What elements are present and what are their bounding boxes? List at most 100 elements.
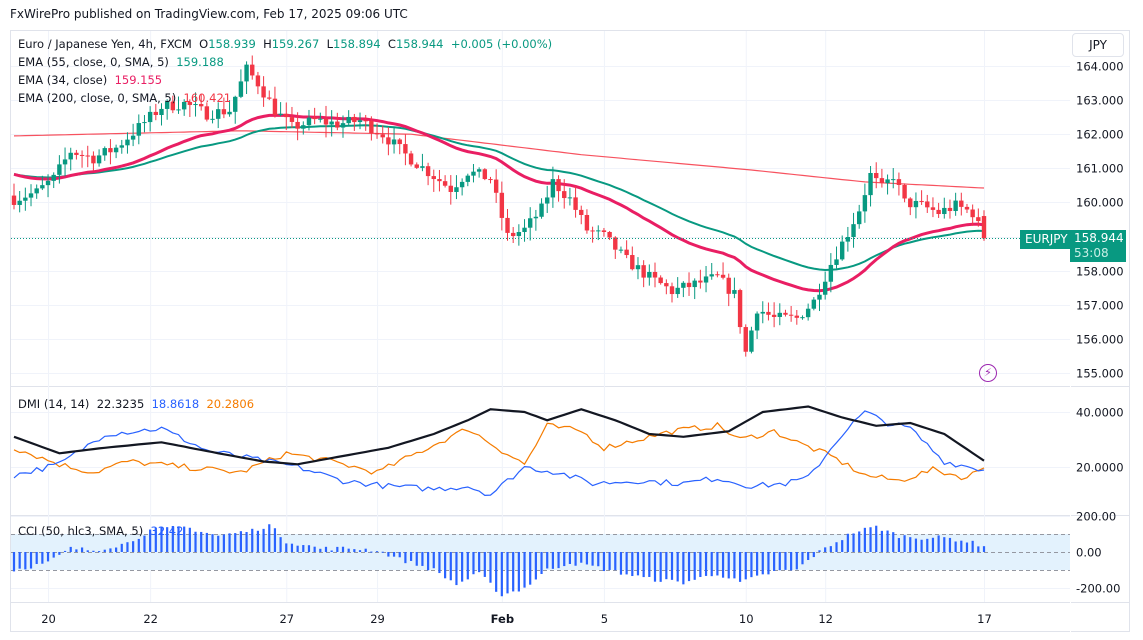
cci-bar (296, 545, 299, 552)
cci-bar (183, 526, 186, 552)
cci-bar (307, 545, 311, 552)
cci-bar (415, 552, 418, 566)
candle-body (596, 230, 601, 232)
candle-body (539, 203, 544, 217)
candle-body (113, 147, 119, 153)
cci-bar (858, 531, 861, 552)
cci-bar (330, 550, 333, 552)
cci-bar (914, 538, 918, 552)
ema200-legend[interactable]: EMA (200, close, 0, SMA, 5) 160.421 (18, 89, 231, 107)
candle-body (380, 134, 385, 138)
candle-body (40, 185, 45, 189)
candle-body (482, 169, 488, 180)
cci-bar (358, 550, 362, 552)
cci-bar (171, 525, 174, 552)
candle-body (754, 313, 760, 331)
cci-bar (977, 546, 980, 552)
candle-body (442, 181, 448, 186)
candle-body (34, 188, 39, 194)
ema55-value: 159.188 (176, 55, 224, 69)
candle-body (244, 64, 249, 82)
dmi-legend[interactable]: DMI (14, 14) 22.3235 18.8618 20.2806 (18, 395, 254, 413)
symbol-legend: Euro / Japanese Yen, 4h, FXCM O158.939 H… (18, 35, 552, 53)
candle-body (845, 236, 851, 242)
cci-bar (205, 532, 208, 552)
cci-bar (466, 552, 469, 580)
cci-bar (721, 552, 725, 578)
cci-legend[interactable]: CCI (50, hlc3, SMA, 5) 32.42 (18, 522, 183, 540)
candle-body (454, 187, 459, 192)
ema34-legend[interactable]: EMA (34, close) 159.155 (18, 71, 162, 89)
candle-body (255, 75, 261, 87)
candle-body (766, 311, 771, 315)
price-tick-label: 161.000 (1076, 162, 1124, 176)
candle-body (386, 137, 391, 145)
candle-body (698, 280, 703, 283)
cci-bar (489, 552, 492, 583)
candle-body (516, 232, 522, 237)
candle-body (925, 201, 930, 208)
dmi-label: DMI (14, 14) (18, 397, 90, 411)
dmi-tick-label: 20.0000 (1076, 461, 1124, 475)
cci-bar (846, 533, 849, 552)
ema55-legend[interactable]: EMA (55, close, 0, SMA, 5) 159.188 (18, 53, 224, 71)
candle-body (329, 121, 334, 125)
candle-body (164, 101, 170, 109)
close-value: 158.944 (395, 37, 444, 51)
cci-bar (69, 546, 72, 552)
candle-body (641, 265, 646, 278)
candle-body (414, 164, 419, 168)
cci-bar (324, 546, 328, 552)
cci-bar (353, 549, 356, 552)
candle-body (238, 81, 244, 97)
candle-body (635, 265, 641, 270)
cci-bar (478, 552, 481, 573)
candle-body (669, 286, 675, 295)
candle-body (936, 209, 941, 215)
cci-bar (982, 546, 986, 552)
candle-body (119, 145, 124, 148)
candle-body (981, 216, 987, 239)
symbol-name: Euro / Japanese Yen, 4h, FXCM (18, 37, 192, 51)
dmi-adx-value: 22.3235 (96, 397, 145, 411)
cci-bar (801, 552, 804, 565)
candle-body (153, 111, 159, 116)
candle-body (210, 118, 215, 120)
candle-body (794, 315, 800, 318)
lightning-icon[interactable]: ⚡︎ (979, 364, 997, 382)
cci-bar (262, 528, 265, 552)
chart-frame (10, 30, 1130, 632)
currency-button[interactable]: JPY (1072, 33, 1124, 57)
ema200-label: EMA (200, close, 0, SMA, 5) (18, 91, 177, 105)
candle-body (221, 109, 227, 115)
cci-bar (619, 552, 623, 575)
candle-body (885, 179, 890, 184)
cci-bar (755, 552, 759, 576)
cci-bar (211, 534, 214, 552)
candle-body (896, 179, 902, 185)
cci-bar (812, 552, 815, 558)
candle-body (289, 117, 295, 122)
candle-body (953, 200, 958, 212)
candle-body (573, 197, 578, 210)
cci-bar (790, 552, 793, 571)
candle-body (805, 308, 811, 318)
candle-body (488, 179, 493, 181)
cci-bar (563, 552, 566, 567)
candle-body (391, 139, 397, 145)
cci-bar (217, 535, 220, 552)
candle-body (136, 123, 141, 136)
open-value: 158.939 (208, 37, 256, 51)
change-value: +0.005 (+0.00%) (450, 37, 553, 51)
candle-body (301, 125, 306, 129)
cci-bar (733, 552, 736, 579)
cci-bar (670, 552, 674, 580)
cci-bar (965, 542, 969, 552)
candle-body (947, 207, 953, 212)
candle-body (505, 217, 510, 233)
cci-bar (29, 552, 33, 569)
candle-body (437, 179, 442, 182)
candle-body (204, 106, 210, 120)
cci-bar (704, 552, 708, 576)
